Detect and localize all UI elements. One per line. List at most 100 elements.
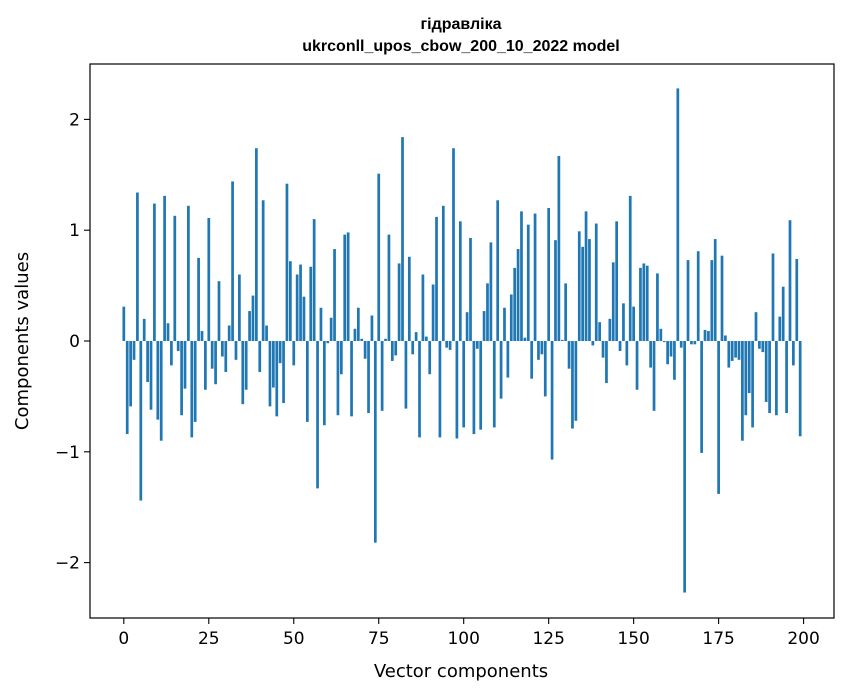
bar xyxy=(584,211,588,341)
bar xyxy=(761,341,765,353)
bar xyxy=(166,323,170,341)
bar xyxy=(523,337,527,341)
bar xyxy=(187,205,190,341)
bar xyxy=(615,221,619,341)
bar xyxy=(509,294,513,341)
bar xyxy=(305,341,309,422)
bar xyxy=(713,239,717,341)
bar xyxy=(540,341,544,355)
bar xyxy=(418,341,421,438)
bar xyxy=(683,341,686,593)
bar xyxy=(618,341,622,351)
bar xyxy=(360,338,364,341)
bar xyxy=(679,341,683,348)
bar xyxy=(438,341,442,438)
bar xyxy=(486,283,489,341)
bar xyxy=(710,260,714,341)
bar xyxy=(499,341,503,399)
bar xyxy=(302,296,306,341)
bar xyxy=(625,341,629,366)
bar xyxy=(775,341,778,416)
bar xyxy=(482,311,486,341)
bar xyxy=(659,328,663,341)
bar xyxy=(139,341,143,501)
bar xyxy=(200,331,204,341)
bar xyxy=(278,341,282,364)
bar xyxy=(747,341,751,394)
bar xyxy=(322,341,326,426)
bar xyxy=(339,341,343,375)
bar xyxy=(547,208,551,341)
bar xyxy=(591,341,595,346)
bar xyxy=(394,341,398,356)
bar xyxy=(567,341,571,369)
bar xyxy=(778,316,782,341)
bar xyxy=(390,341,394,361)
bar xyxy=(560,339,564,341)
bar xyxy=(516,249,520,341)
bar xyxy=(261,200,265,341)
x-tick-label: 50 xyxy=(283,629,305,649)
bar xyxy=(435,216,438,341)
bar xyxy=(210,341,214,369)
bar xyxy=(652,341,656,411)
bar xyxy=(656,273,659,341)
bar xyxy=(289,261,292,341)
bar xyxy=(197,257,200,341)
bar xyxy=(241,341,245,405)
bar xyxy=(506,341,510,378)
bar xyxy=(258,341,262,373)
bar xyxy=(343,234,347,341)
y-tick-label: 2 xyxy=(69,110,80,130)
bar xyxy=(414,332,418,341)
bar xyxy=(159,341,163,441)
bar xyxy=(285,183,289,341)
bar xyxy=(530,341,534,379)
bar xyxy=(251,295,255,341)
y-axis-label: Components values xyxy=(12,252,33,430)
bar xyxy=(764,341,768,402)
bar xyxy=(788,220,792,341)
x-axis: 0 25 50 75 100 125 150 175 200 xyxy=(118,618,820,649)
bar xyxy=(737,341,741,360)
y-tick-label: 0 xyxy=(69,332,80,352)
bar xyxy=(292,341,296,366)
bar xyxy=(462,341,466,428)
bar xyxy=(431,284,435,341)
x-tick-label: 75 xyxy=(368,629,390,649)
bar xyxy=(513,267,517,341)
bar xyxy=(299,264,302,341)
bar xyxy=(666,341,669,365)
bar xyxy=(724,335,727,341)
bar xyxy=(346,232,350,341)
bar xyxy=(795,259,799,341)
bar xyxy=(428,341,432,375)
bar xyxy=(645,265,649,341)
bar xyxy=(142,318,146,341)
bar xyxy=(380,341,384,411)
bar xyxy=(333,249,336,341)
bar xyxy=(554,240,557,341)
bar xyxy=(744,341,748,416)
x-tick-label: 200 xyxy=(787,629,819,649)
bar xyxy=(224,341,228,373)
bar xyxy=(387,234,391,341)
bar xyxy=(543,341,547,397)
bar xyxy=(605,341,608,384)
bar xyxy=(401,137,404,341)
bar xyxy=(472,341,476,435)
bar-series xyxy=(122,88,802,593)
bar xyxy=(720,255,724,341)
bar xyxy=(771,253,775,341)
x-tick-label: 25 xyxy=(198,629,220,649)
bar xyxy=(557,155,561,341)
bar xyxy=(295,274,299,341)
bar xyxy=(353,328,357,341)
bar xyxy=(574,341,578,421)
bar xyxy=(686,260,690,341)
bar xyxy=(642,263,646,341)
bar xyxy=(231,181,234,341)
bar xyxy=(533,213,537,341)
bar xyxy=(520,211,523,341)
x-tick-label: 100 xyxy=(447,629,479,649)
